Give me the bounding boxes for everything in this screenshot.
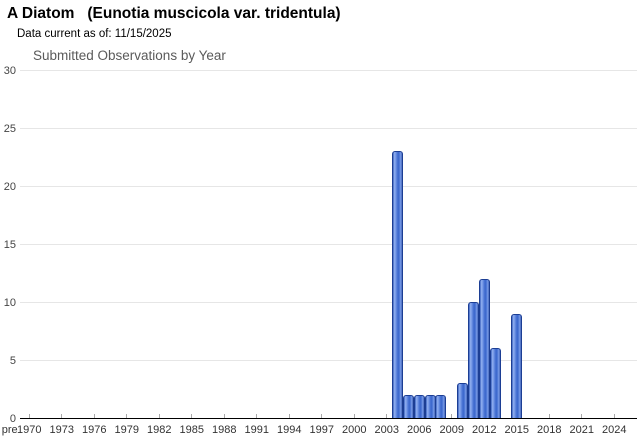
x-axis-tick-1985 (191, 414, 193, 418)
bar-2007 (424, 394, 436, 418)
y-axis-label-0: 0 (9, 412, 16, 425)
x-axis-tick-2000 (353, 414, 355, 418)
data-current-date: Data current as of: 11/15/2025 (17, 28, 172, 40)
bar-2010 (457, 383, 469, 418)
x-axis-tick-1970 (28, 414, 30, 418)
y-axis-label-10: 10 (3, 296, 16, 309)
x-axis-label-pre: pre (1, 424, 18, 436)
x-axis-label-2000: 2000 (342, 424, 367, 436)
x-axis-tick-1991 (256, 414, 258, 418)
x-axis-tick-1982 (158, 414, 160, 418)
x-axis-label-1973: 1973 (49, 424, 75, 436)
x-axis-tick-1973 (61, 414, 63, 418)
x-axis-tick-2021 (581, 414, 583, 418)
y-axis-label-20: 20 (3, 180, 16, 193)
x-axis-tick-2003 (386, 414, 388, 418)
x-axis-label-1982: 1982 (147, 424, 172, 436)
x-axis-tick-1997 (321, 414, 323, 418)
gridline-10 (20, 302, 637, 303)
y-axis-label-25: 25 (3, 122, 16, 135)
chart-title: Submitted Observations by Year (33, 48, 226, 63)
x-axis-label-2015: 2015 (504, 424, 530, 436)
bar-2008 (435, 394, 447, 418)
x-axis-tick-1994 (288, 414, 290, 418)
gridline-25 (20, 128, 637, 129)
x-axis-label-2021: 2021 (569, 424, 595, 436)
x-axis-label-2003: 2003 (374, 424, 400, 436)
bar-2012 (478, 278, 490, 418)
x-axis-tick-2018 (548, 414, 550, 418)
x-axis-label-2009: 2009 (439, 424, 465, 436)
gridline-30 (20, 70, 637, 71)
x-axis-line (20, 418, 637, 419)
x-axis-tick-1988 (223, 414, 225, 418)
bar-2006 (413, 394, 425, 418)
gridline-15 (20, 244, 637, 245)
bar-2015 (511, 313, 523, 418)
gridline-20 (20, 186, 637, 187)
page-title: A Diatom (Eunotia muscicola var. trident… (7, 5, 341, 22)
x-axis-label-2024: 2024 (602, 424, 627, 436)
bar-2005 (402, 394, 414, 418)
x-axis-tick-1979 (126, 414, 128, 418)
x-axis-label-1997: 1997 (309, 424, 335, 436)
x-axis-label-1985: 1985 (179, 424, 205, 436)
y-axis-label-30: 30 (3, 64, 16, 77)
gridline-5 (20, 360, 637, 361)
x-axis-label-2012: 2012 (472, 424, 497, 436)
bar-2011 (467, 302, 479, 418)
x-axis-label-1994: 1994 (277, 424, 302, 436)
y-axis-label-15: 15 (3, 238, 16, 251)
x-axis-label-1991: 1991 (244, 424, 270, 436)
y-axis-label-5: 5 (9, 354, 16, 367)
bar-2004 (392, 151, 404, 418)
x-axis-tick-2024 (613, 414, 615, 418)
x-axis-tick-1976 (93, 414, 95, 418)
x-axis-label-1988: 1988 (212, 424, 237, 436)
x-axis-label-2006: 2006 (407, 424, 432, 436)
x-axis-label-2018: 2018 (537, 424, 562, 436)
x-axis-label-1976: 1976 (82, 424, 107, 436)
bar-2013 (489, 348, 501, 418)
x-axis-label-1979: 1979 (114, 424, 140, 436)
x-axis-tick-2009 (451, 414, 453, 418)
x-axis-label-1970: 1970 (17, 424, 42, 436)
